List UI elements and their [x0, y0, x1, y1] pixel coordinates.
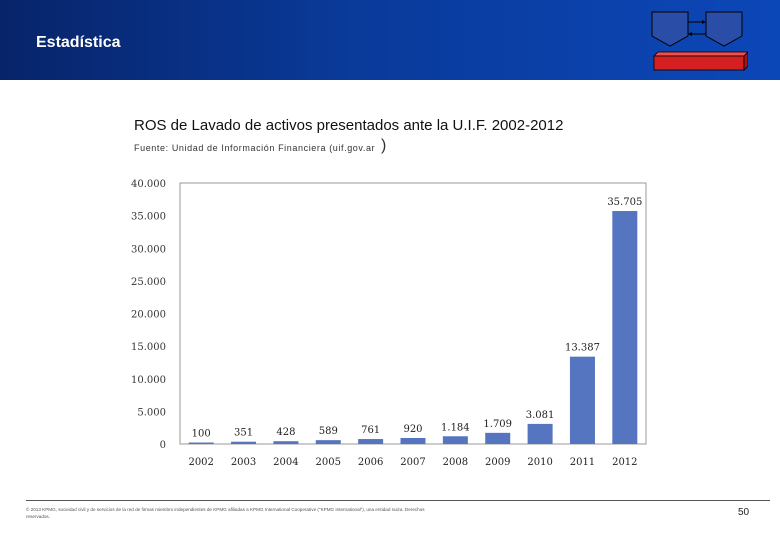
bar-2009 — [485, 432, 511, 444]
value-label-2007: 920 — [403, 424, 422, 435]
value-label-2010: 3.081 — [526, 410, 555, 421]
bar-2011 — [569, 356, 595, 444]
source-closing-paren: ) — [381, 137, 387, 154]
bar-2012 — [612, 211, 638, 444]
x-tick-label-2005: 2005 — [316, 457, 341, 468]
bar-2008 — [442, 436, 468, 444]
value-label-2003: 351 — [234, 428, 253, 439]
logo-left-box — [651, 11, 689, 47]
value-label-2006: 761 — [361, 425, 380, 436]
y-tick-label: 5.000 — [137, 407, 166, 418]
y-tick-label: 10.000 — [131, 375, 166, 386]
x-tick-label-2007: 2007 — [400, 457, 425, 468]
footer-divider — [26, 500, 770, 501]
logo-right-box — [705, 11, 743, 47]
y-tick-label: 0 — [160, 440, 166, 451]
value-label-2009: 1.709 — [483, 419, 512, 430]
value-label-2008: 1.184 — [441, 422, 470, 433]
x-tick-label-2009: 2009 — [485, 457, 510, 468]
x-tick-label-2010: 2010 — [527, 457, 552, 468]
bar-2006 — [358, 439, 384, 444]
chart-source: Fuente: Unidad de Información Financiera… — [134, 143, 376, 153]
bar-2003 — [231, 441, 257, 444]
page-title: Estadística — [36, 34, 121, 51]
x-tick-label-2003: 2003 — [231, 457, 256, 468]
bar-2004 — [273, 441, 299, 444]
value-label-2005: 589 — [319, 426, 338, 437]
x-tick-label-2006: 2006 — [358, 457, 383, 468]
bar-2002 — [188, 442, 214, 444]
page-number: 50 — [738, 507, 750, 518]
value-label-2011: 13.387 — [565, 343, 600, 354]
value-label-2004: 428 — [276, 427, 295, 438]
x-tick-label-2004: 2004 — [273, 457, 298, 468]
x-tick-label-2002: 2002 — [188, 457, 213, 468]
header-band: Estadística — [0, 0, 780, 80]
y-tick-label: 40.000 — [131, 179, 166, 190]
y-tick-label: 25.000 — [131, 277, 166, 288]
x-tick-label-2011: 2011 — [570, 457, 595, 468]
chart-title: ROS de Lavado de activos presentados ant… — [134, 117, 564, 134]
bar-2007 — [400, 437, 426, 444]
y-tick-label: 30.000 — [131, 244, 166, 255]
bar-2010 — [527, 423, 553, 444]
x-tick-label-2008: 2008 — [443, 457, 468, 468]
y-tick-label: 20.000 — [131, 310, 166, 321]
flow-diagram-logo-icon — [651, 11, 748, 71]
value-label-2002: 100 — [192, 429, 211, 440]
y-tick-label: 15.000 — [131, 342, 166, 353]
value-label-2012: 35.705 — [607, 197, 642, 208]
bar-2005 — [315, 440, 341, 444]
x-tick-label-2012: 2012 — [612, 457, 637, 468]
y-tick-label: 35.000 — [131, 212, 166, 223]
footer-note: © 2013 KPMG, sociedad civil y de servici… — [26, 507, 425, 519]
